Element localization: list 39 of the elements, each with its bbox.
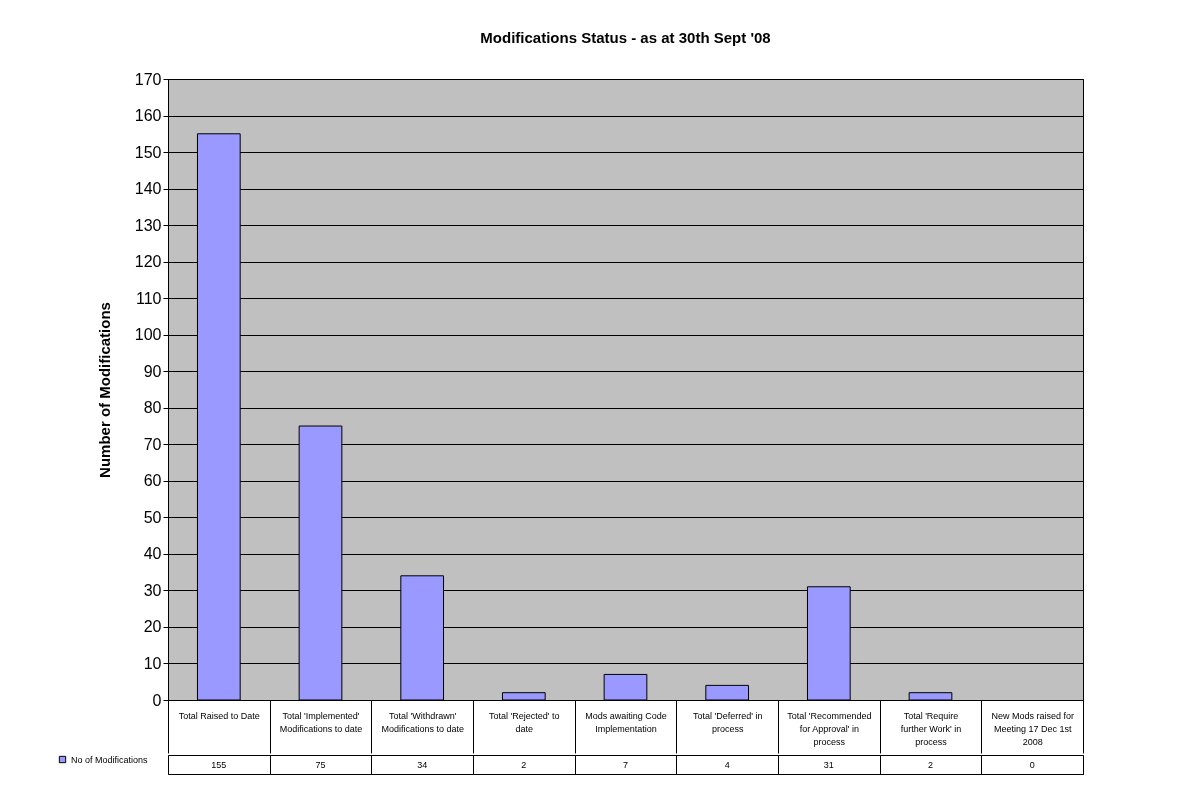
y-tick-label: 170: [134, 70, 162, 88]
y-tick-label: 90: [143, 362, 162, 380]
data-label: 2: [927, 759, 934, 770]
data-label: 0: [1029, 759, 1035, 770]
y-tick-label: 50: [143, 508, 162, 526]
data-label: 31: [823, 759, 834, 770]
y-tick-label: 100: [134, 326, 162, 344]
x-tick-label: Total 'Withdrawn' Modifications to date: [381, 710, 464, 734]
x-tick-label: Total 'Deferred' in process: [692, 710, 763, 734]
y-tick-label: 20: [143, 618, 162, 636]
y-tick-label: 130: [134, 216, 162, 234]
y-tick-label: 0: [152, 691, 162, 709]
y-tick-label: 10: [143, 654, 162, 672]
y-axis-title: Number of Modifications: [95, 302, 113, 478]
y-tick-label: 140: [134, 180, 162, 198]
x-tick-label: Total 'Require further Work' in process: [900, 710, 962, 747]
y-tick-label: 30: [143, 581, 162, 599]
y-tick-label: 110: [135, 289, 162, 307]
data-label: 2: [521, 759, 527, 770]
chart-title: Modifications Status - as at 30th Sept '08: [480, 28, 771, 46]
legend-label: No of Modifications: [71, 754, 149, 765]
x-tick-label: Total 'Recommended for Approval' in process: [787, 710, 872, 747]
y-tick-label: 160: [134, 107, 162, 125]
x-tick-label: Mods awaiting Code Implementation: [585, 710, 667, 734]
y-tick-label: 60: [143, 472, 162, 490]
x-tick-label: Total 'Implemented' Modifications to date: [279, 710, 363, 734]
data-label: 4: [724, 759, 730, 770]
y-tick-label: 80: [143, 399, 162, 417]
data-label: 34: [417, 759, 428, 770]
y-tick-label: 150: [134, 143, 162, 161]
x-tick-label: Total Raised to Date: [178, 710, 260, 721]
y-tick-label: 120: [134, 253, 162, 271]
y-tick-label: 70: [143, 435, 162, 453]
data-label: 75: [315, 759, 326, 770]
data-label: 155: [211, 759, 227, 770]
x-tick-label: Total 'Rejected' to date: [489, 710, 560, 734]
y-tick-label: 40: [143, 545, 162, 563]
data-label: 7: [622, 759, 629, 770]
x-tick-label: New Mods raised for Meeting 17 Dec 1st 2008: [991, 710, 1074, 747]
